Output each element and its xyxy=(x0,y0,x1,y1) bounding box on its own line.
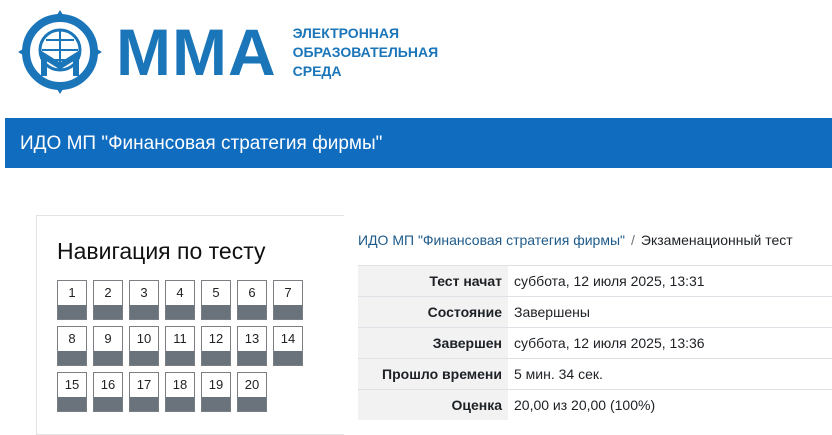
question-number: 13 xyxy=(244,331,260,346)
summary-row: Завершен суббота, 12 июля 2025, 13:36 xyxy=(358,327,832,359)
question-status-bar xyxy=(238,397,266,411)
question-status-bar xyxy=(94,397,122,411)
question-nav-button[interactable]: 17 xyxy=(129,372,159,412)
question-nav-button[interactable]: 18 xyxy=(165,372,195,412)
question-nav-button[interactable]: 12 xyxy=(201,326,231,366)
question-nav-button[interactable]: 20 xyxy=(237,372,267,412)
question-number: 2 xyxy=(104,285,112,300)
question-status-bar xyxy=(274,305,302,319)
question-number: 12 xyxy=(208,331,224,346)
question-number: 1 xyxy=(68,285,76,300)
breadcrumb: ИДО МП "Финансовая стратегия фирмы" / Экза… xyxy=(358,232,793,248)
summary-label: Тест начат xyxy=(358,265,508,297)
question-number: 6 xyxy=(248,285,256,300)
question-nav-button[interactable]: 13 xyxy=(237,326,267,366)
summary-label: Завершен xyxy=(358,327,508,359)
attempt-summary-table: Тест начат суббота, 12 июля 2025, 13:31 Со… xyxy=(358,265,832,420)
question-nav-button[interactable]: 6 xyxy=(237,280,267,320)
question-number: 16 xyxy=(100,377,116,392)
question-number: 11 xyxy=(173,331,187,346)
question-nav-button[interactable]: 16 xyxy=(93,372,123,412)
question-number: 5 xyxy=(212,285,220,300)
question-nav-button[interactable]: 9 xyxy=(93,326,123,366)
question-status-bar xyxy=(94,305,122,319)
question-nav-button[interactable]: 19 xyxy=(201,372,231,412)
summary-value: 20,00 из 20,00 (100%) xyxy=(508,389,832,420)
question-status-bar xyxy=(130,351,158,365)
question-nav-button[interactable]: 1 xyxy=(57,280,87,320)
summary-value: Завершены xyxy=(508,296,832,328)
summary-value: суббота, 12 июля 2025, 13:31 xyxy=(508,265,832,297)
question-number: 14 xyxy=(280,331,296,346)
summary-label: Прошло времени xyxy=(358,358,508,390)
mma-emblem-icon xyxy=(18,10,102,94)
question-number: 3 xyxy=(140,285,148,300)
question-nav-button[interactable]: 3 xyxy=(129,280,159,320)
logo-subtitle-line: ЭЛЕКТРОННАЯ xyxy=(292,24,400,41)
question-number: 10 xyxy=(136,331,152,346)
question-number: 15 xyxy=(64,377,80,392)
question-status-bar xyxy=(202,397,230,411)
question-nav-button[interactable]: 11 xyxy=(165,326,195,366)
question-nav-button[interactable]: 15 xyxy=(57,372,87,412)
question-number: 20 xyxy=(244,377,260,392)
summary-label: Состояние xyxy=(358,296,508,328)
question-status-bar xyxy=(166,305,194,319)
summary-value: 5 мин. 34 сек. xyxy=(508,358,832,390)
breadcrumb-course-link[interactable]: ИДО МП "Финансовая стратегия фирмы" xyxy=(358,232,625,248)
question-nav-button[interactable]: 2 xyxy=(93,280,123,320)
course-header-banner: ИДО МП "Финансовая стратегия фирмы" xyxy=(5,118,832,168)
question-nav-button[interactable]: 8 xyxy=(57,326,87,366)
question-nav-button[interactable]: 4 xyxy=(165,280,195,320)
question-nav-button[interactable]: 7 xyxy=(273,280,303,320)
quiz-navigation-block: Навигация по тесту 1 2 3 4 5 6 7 8 9 10 11 12 13 14 15… xyxy=(36,215,344,435)
site-logo[interactable]: ММА ЭЛЕКТРОННАЯ ОБРАЗОВАТЕЛЬНАЯ СРЕДА xyxy=(18,10,438,94)
question-number: 17 xyxy=(136,377,152,392)
question-number: 8 xyxy=(68,331,76,346)
question-status-bar xyxy=(130,397,158,411)
question-status-bar xyxy=(58,397,86,411)
question-number: 18 xyxy=(172,377,188,392)
summary-row: Тест начат суббота, 12 июля 2025, 13:31 xyxy=(358,265,832,297)
question-status-bar xyxy=(166,351,194,365)
question-nav-button[interactable]: 10 xyxy=(129,326,159,366)
summary-value: суббота, 12 июля 2025, 13:36 xyxy=(508,327,832,359)
quiz-navigation-title: Навигация по тесту xyxy=(57,238,266,264)
summary-row: Оценка 20,00 из 20,00 (100%) xyxy=(358,389,832,420)
question-status-bar xyxy=(130,305,158,319)
summary-row: Прошло времени 5 мин. 34 сек. xyxy=(358,358,832,390)
question-status-bar xyxy=(202,305,230,319)
question-status-bar xyxy=(238,305,266,319)
question-number: 4 xyxy=(176,285,184,300)
question-status-bar xyxy=(58,305,86,319)
question-status-bar xyxy=(202,351,230,365)
logo-text: ММА xyxy=(116,15,277,89)
question-number: 19 xyxy=(208,377,224,392)
question-status-bar xyxy=(58,351,86,365)
summary-label: Оценка xyxy=(358,389,508,420)
summary-row: Состояние Завершены xyxy=(358,296,832,328)
question-number: 7 xyxy=(284,285,292,300)
logo-subtitle-line: ОБРАЗОВАТЕЛЬНАЯ xyxy=(292,43,439,60)
breadcrumb-current: Экзаменационный тест xyxy=(640,232,793,248)
question-number: 9 xyxy=(104,331,112,346)
question-status-bar xyxy=(274,351,302,365)
question-nav-button[interactable]: 14 xyxy=(273,326,303,366)
question-nav-button[interactable]: 5 xyxy=(201,280,231,320)
course-title: ИДО МП "Финансовая стратегия фирмы" xyxy=(20,133,383,154)
question-buttons: 1 2 3 4 5 6 7 8 9 10 11 12 13 14 15 16 17 18 19 20 xyxy=(57,280,317,412)
question-status-bar xyxy=(238,351,266,365)
logo-subtitle-line: СРЕДА xyxy=(292,62,342,79)
question-status-bar xyxy=(94,351,122,365)
question-status-bar xyxy=(166,397,194,411)
breadcrumb-separator: / xyxy=(631,232,635,248)
